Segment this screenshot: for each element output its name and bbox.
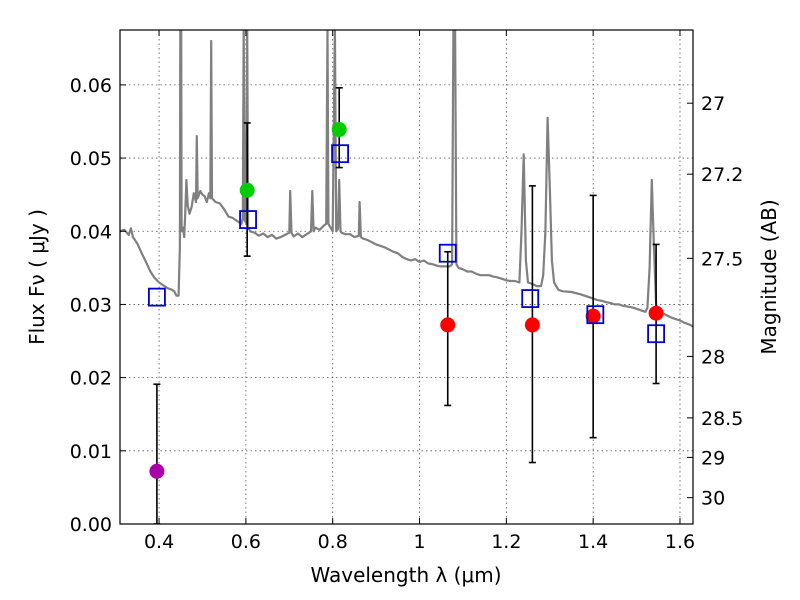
right-tick-label: 27.5	[701, 248, 743, 270]
model-flux-square	[331, 144, 349, 164]
plot-area	[120, 30, 693, 524]
x-axis: 0.4 0.6 0.8 1 1.2 1.4 1.6	[144, 30, 695, 553]
observed-flux-point	[331, 122, 347, 138]
y-tick-label: 0.00	[70, 514, 112, 536]
model-flux-square	[586, 305, 605, 325]
model-flux-square	[521, 289, 540, 308]
y-axis-right: 27 27.2 27.5 28 28.5 29 30	[687, 93, 743, 510]
x-tick-label: 0.8	[318, 531, 348, 553]
y-tick-label: 0.04	[70, 221, 112, 243]
x-tick-label: 1.2	[491, 531, 521, 553]
y-tick-label: 0.03	[70, 294, 112, 316]
spectrum-line	[120, 30, 693, 328]
x-tick-label: 1.6	[665, 531, 695, 553]
y-axis-left: 0.00 0.01 0.02 0.03 0.04 0.05 0.06	[70, 75, 126, 536]
right-tick-label: 27	[701, 93, 725, 115]
model-flux-square	[147, 287, 166, 307]
observed-flux-point	[585, 308, 601, 324]
x-axis-label: Wavelength λ (μm)	[310, 563, 501, 587]
observed-flux-point	[524, 317, 540, 333]
right-tick-label: 30	[701, 488, 725, 510]
x-tick-label: 0.6	[231, 531, 261, 553]
x-tick-label: 1.4	[578, 531, 608, 553]
x-tick-label: 0.4	[144, 531, 174, 553]
y-axis-label: Flux Fν ( μJy )	[25, 209, 49, 345]
observed-flux-point	[440, 317, 456, 333]
y-tick-label: 0.01	[70, 441, 112, 463]
observed-flux-point	[149, 463, 165, 479]
y-tick-label: 0.06	[70, 75, 112, 97]
model-flux-square	[239, 210, 257, 229]
y-axis-right-label: Magnitude (AB)	[757, 199, 781, 354]
right-tick-label: 28	[701, 346, 725, 368]
y-tick-label: 0.05	[70, 148, 112, 170]
observed-flux-point	[648, 305, 664, 321]
right-tick-label: 29	[701, 447, 725, 469]
observed-flux-point	[239, 182, 255, 198]
model-flux-square	[438, 243, 457, 263]
y-tick-label: 0.02	[70, 368, 112, 390]
x-tick-label: 1	[413, 531, 425, 553]
right-tick-label: 28.5	[701, 408, 743, 430]
plot-frame	[119, 29, 694, 525]
model-flux-square	[647, 324, 666, 344]
right-tick-label: 27.2	[701, 164, 743, 186]
